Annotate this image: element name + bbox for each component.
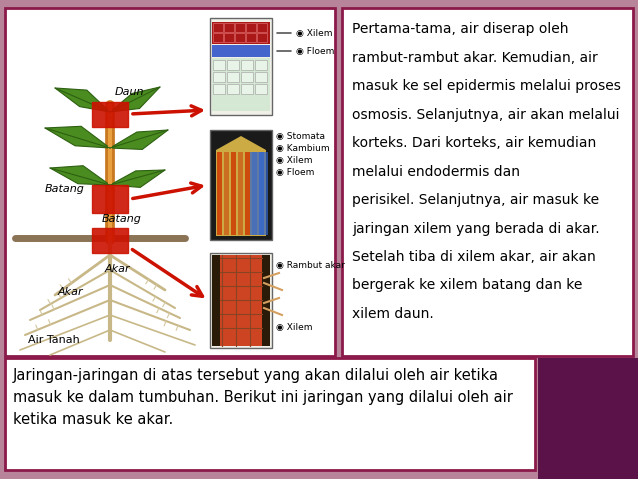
Bar	[210, 130, 272, 240]
Bar	[245, 152, 250, 235]
Text: Batang: Batang	[45, 184, 85, 194]
Text: korteks. Dari korteks, air kemudian: korteks. Dari korteks, air kemudian	[352, 136, 597, 150]
Text: ◉ Xilem: ◉ Xilem	[276, 156, 313, 165]
Text: Air Tanah: Air Tanah	[28, 335, 80, 345]
Bar	[235, 23, 245, 32]
Bar	[246, 33, 256, 42]
Text: Daun: Daun	[115, 87, 144, 97]
Bar	[241, 84, 253, 94]
Bar	[257, 33, 267, 42]
Bar	[235, 33, 245, 42]
Bar	[224, 23, 234, 32]
Bar	[92, 228, 128, 253]
Bar	[5, 8, 335, 356]
Bar	[213, 60, 225, 70]
Bar	[92, 185, 128, 213]
Bar	[238, 152, 243, 235]
Text: ◉ Floem: ◉ Floem	[276, 168, 315, 177]
Bar	[255, 84, 267, 94]
Text: Setelah tiba di xilem akar, air akan: Setelah tiba di xilem akar, air akan	[352, 250, 596, 264]
Bar	[259, 152, 264, 235]
Polygon shape	[55, 88, 110, 112]
Text: melalui endodermis dan: melalui endodermis dan	[352, 164, 520, 179]
Polygon shape	[50, 166, 110, 185]
Bar	[213, 72, 225, 82]
Bar	[241, 72, 253, 82]
Text: Pertama-tama, air diserap oleh: Pertama-tama, air diserap oleh	[352, 22, 568, 36]
Bar	[250, 152, 268, 235]
Text: Akar: Akar	[58, 287, 84, 297]
Text: Batang: Batang	[102, 214, 142, 224]
Bar	[231, 152, 236, 235]
Text: Akar: Akar	[105, 264, 131, 274]
Polygon shape	[45, 126, 110, 148]
Bar	[217, 152, 222, 235]
Bar	[210, 18, 272, 115]
Bar	[257, 23, 267, 32]
Text: bergerak ke xilem batang dan ke: bergerak ke xilem batang dan ke	[352, 278, 582, 293]
Text: ◉ Kambium: ◉ Kambium	[276, 144, 330, 153]
Text: masuk ke sel epidermis melalui proses: masuk ke sel epidermis melalui proses	[352, 79, 621, 93]
Bar	[255, 72, 267, 82]
Bar	[212, 255, 270, 346]
Text: ◉ Xilem: ◉ Xilem	[296, 28, 332, 37]
Bar	[220, 255, 262, 346]
Polygon shape	[216, 136, 266, 236]
Text: ◉ Floem: ◉ Floem	[296, 46, 334, 56]
Bar	[213, 23, 223, 32]
Bar	[241, 60, 253, 70]
Bar	[224, 152, 229, 235]
Text: Jaringan-jaringan di atas tersebut yang akan dilalui oleh air ketika
masuk ke da: Jaringan-jaringan di atas tersebut yang …	[13, 368, 513, 427]
Bar	[213, 84, 225, 94]
Polygon shape	[110, 170, 165, 187]
Text: perisikel. Selanjutnya, air masuk ke: perisikel. Selanjutnya, air masuk ke	[352, 193, 599, 207]
Text: ◉ Stomata: ◉ Stomata	[276, 132, 325, 141]
Bar	[213, 33, 223, 42]
Polygon shape	[110, 130, 168, 149]
Bar	[5, 358, 535, 470]
Bar	[212, 58, 270, 111]
Bar	[227, 72, 239, 82]
Bar	[246, 23, 256, 32]
Bar	[212, 22, 270, 44]
Polygon shape	[110, 87, 160, 112]
Bar	[224, 33, 234, 42]
Bar	[342, 8, 633, 356]
Text: jaringan xilem yang berada di akar.: jaringan xilem yang berada di akar.	[352, 221, 600, 236]
Bar	[538, 358, 638, 479]
Bar	[210, 253, 272, 348]
Bar	[252, 152, 257, 235]
Bar	[255, 60, 267, 70]
Text: rambut-rambut akar. Kemudian, air: rambut-rambut akar. Kemudian, air	[352, 50, 598, 65]
Bar	[227, 60, 239, 70]
Text: xilem daun.: xilem daun.	[352, 307, 434, 321]
Bar	[227, 84, 239, 94]
Text: osmosis. Selanjutnya, air akan melalui: osmosis. Selanjutnya, air akan melalui	[352, 107, 619, 122]
Text: ◉ Xilem: ◉ Xilem	[276, 323, 313, 332]
Text: ◉ Rambut akar: ◉ Rambut akar	[276, 261, 345, 270]
Bar	[92, 102, 128, 127]
Bar	[212, 45, 270, 57]
